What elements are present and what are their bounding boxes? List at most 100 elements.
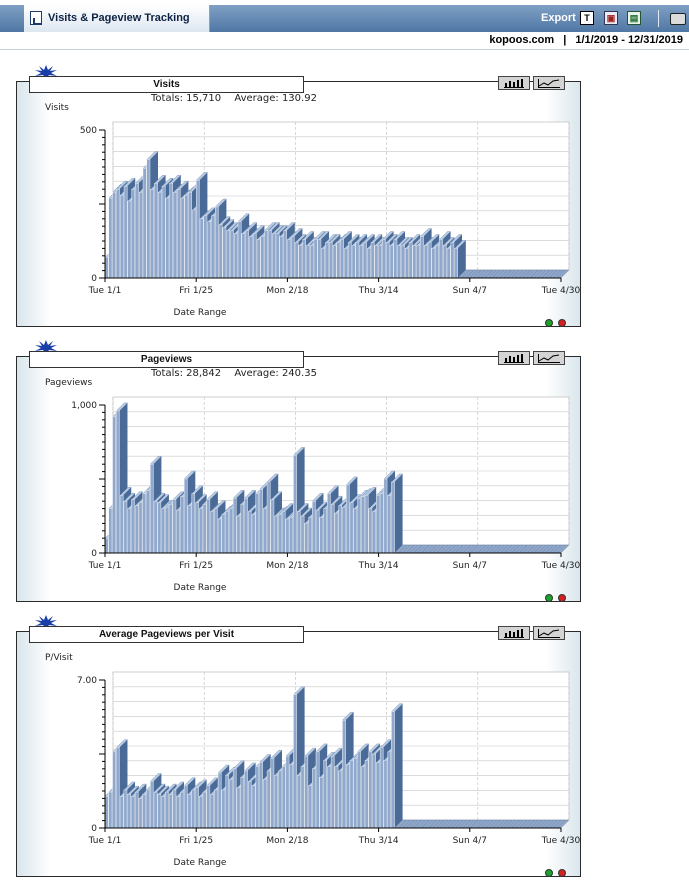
bar [270, 499, 275, 554]
bar [161, 796, 165, 829]
x-tick-label: Tue 1/1 [88, 561, 122, 571]
bar [127, 200, 132, 279]
print-icon[interactable] [670, 13, 686, 25]
bar [349, 502, 354, 554]
bar [165, 506, 169, 554]
bar [363, 242, 367, 279]
bar [271, 233, 276, 279]
bar [206, 785, 211, 829]
bar [188, 191, 193, 279]
bar [264, 230, 269, 279]
chart-title: Average Pageviews per Visit [29, 626, 304, 643]
status-red-icon[interactable] [558, 319, 566, 327]
date-range: 1/1/2019 - 12/31/2019 [575, 34, 683, 46]
bar-chart-view-button[interactable] [498, 351, 530, 365]
x-tick-label: Thu 3/14 [358, 836, 399, 846]
bar [108, 197, 113, 279]
export-label: Export [541, 12, 576, 24]
bar [427, 242, 432, 279]
status-green-icon[interactable] [545, 869, 553, 877]
bar [150, 781, 154, 829]
report-header: Visits & Pageview Tracking Export T ▣ ▤ … [0, 0, 689, 50]
bar [344, 248, 348, 279]
bar [173, 191, 177, 279]
bar [319, 777, 324, 829]
bar [255, 493, 260, 554]
x-tick-label: Mon 2/18 [266, 836, 308, 846]
bar [294, 242, 299, 279]
x-tick-label: Sun 4/7 [453, 561, 487, 571]
bar [191, 789, 196, 829]
bar [195, 502, 199, 554]
bar [275, 233, 280, 279]
line-chart-view-button[interactable] [533, 76, 565, 90]
status-green-icon[interactable] [545, 594, 553, 602]
bar [131, 796, 135, 829]
bar [391, 481, 395, 554]
bar-chart-view-button[interactable] [498, 76, 530, 90]
line-chart-view-button[interactable] [533, 351, 565, 365]
bar [308, 517, 312, 554]
bar [157, 191, 162, 279]
x-tick-label: Tue 1/1 [88, 836, 122, 846]
y-tick-label: 0 [91, 549, 97, 559]
bar [138, 502, 143, 554]
bar [232, 498, 237, 554]
bar [241, 233, 246, 279]
bar [289, 517, 294, 554]
bar [364, 495, 369, 554]
x-tick-label: Tue 4/30 [541, 286, 581, 296]
status-red-icon[interactable] [558, 869, 566, 877]
export-ppt-icon[interactable]: ▣ [604, 11, 618, 25]
bar [391, 711, 395, 829]
bar [397, 245, 402, 279]
y-tick-label: 500 [80, 126, 97, 136]
line-chart-view-button[interactable] [533, 626, 565, 640]
bar [203, 215, 208, 279]
header-divider [0, 49, 689, 50]
bar [222, 227, 227, 279]
bar [183, 478, 188, 554]
bar [412, 245, 417, 279]
average-label: Average: [234, 368, 279, 379]
bar [195, 787, 199, 829]
bar [187, 505, 192, 554]
bar [329, 242, 333, 279]
y-tick-label: 1,000 [71, 401, 97, 411]
status-green-icon[interactable] [545, 319, 553, 327]
export-text-icon[interactable]: T [580, 11, 594, 25]
bar [214, 206, 219, 279]
bar [296, 511, 301, 554]
bar [334, 512, 339, 554]
bar [112, 751, 116, 829]
bar [334, 766, 339, 829]
x-tick-label: Thu 3/14 [358, 561, 399, 571]
bar [431, 248, 436, 279]
bar [443, 245, 447, 279]
line-chart-icon [538, 354, 560, 363]
bar [252, 233, 257, 279]
export-xls-icon[interactable]: ▤ [627, 11, 641, 25]
y-axis-title: Pageviews [45, 378, 93, 388]
bar [154, 183, 158, 279]
bar [401, 245, 405, 279]
toolbar-divider [658, 10, 659, 27]
line-chart-icon [538, 629, 560, 638]
chart-plot: 0 500 Tue 1/1 Fri 1/25 Mon 2/18 Thu 3/14 Sun 4… [80, 121, 581, 318]
bar [180, 791, 184, 829]
bar [150, 463, 154, 554]
status-red-icon[interactable] [558, 594, 566, 602]
bar [361, 766, 365, 829]
bar-side [394, 473, 403, 553]
x-tick-label: Thu 3/14 [358, 286, 399, 296]
bar-chart-view-button[interactable] [498, 626, 530, 640]
report-title-tab[interactable]: Visits & Pageview Tracking [24, 5, 210, 32]
x-tick-label: Sun 4/7 [453, 286, 487, 296]
bar [108, 508, 113, 554]
bar [263, 779, 267, 829]
chart-title: Visits [29, 76, 304, 93]
bar [221, 514, 226, 554]
bar [248, 511, 252, 554]
bar [274, 515, 278, 554]
bar [157, 793, 162, 829]
